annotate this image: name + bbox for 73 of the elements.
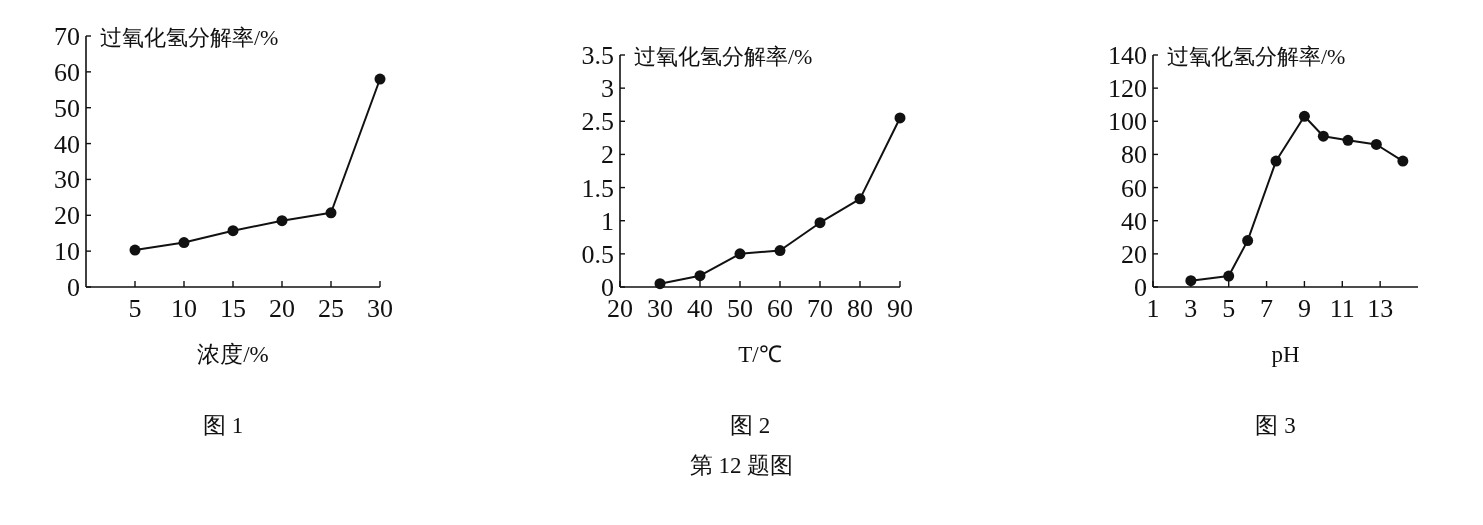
y-tick-label: 140 bbox=[1108, 41, 1147, 70]
point bbox=[129, 244, 141, 256]
point bbox=[374, 73, 386, 85]
y-tick-label: 10 bbox=[54, 237, 80, 267]
point bbox=[774, 245, 786, 257]
y-tick-label: 20 bbox=[54, 201, 80, 231]
point bbox=[325, 207, 337, 219]
point bbox=[654, 278, 666, 290]
y-tick-label: 3 bbox=[601, 74, 614, 104]
y-tick-label: 1 bbox=[601, 206, 614, 236]
y-tick-label: 0 bbox=[1134, 273, 1147, 302]
x-tick-label: 15 bbox=[220, 294, 246, 323]
point bbox=[814, 217, 826, 229]
x-tick-label: 5 bbox=[1222, 294, 1236, 323]
y-tick-label: 2.5 bbox=[581, 107, 614, 137]
x-tick-label: 11 bbox=[1329, 294, 1355, 323]
y-axis-title: 过氧化氢分解率/% bbox=[100, 25, 279, 50]
point bbox=[1370, 138, 1382, 150]
x-tick-label: 10 bbox=[171, 294, 197, 323]
y-tick-label: 1.5 bbox=[581, 173, 614, 203]
x-tick-label: 9 bbox=[1297, 294, 1311, 323]
y-axis-title: 过氧化氢分解率/% bbox=[1167, 44, 1346, 69]
x-tick-label: 60 bbox=[767, 294, 793, 323]
x-tick-label: 50 bbox=[727, 294, 753, 323]
y-tick-label: 40 bbox=[54, 129, 80, 159]
point bbox=[1223, 270, 1235, 282]
y-tick-label: 60 bbox=[1121, 173, 1147, 203]
y-tick-label: 2 bbox=[601, 140, 614, 170]
x-tick-label: 80 bbox=[847, 294, 873, 323]
y-tick-label: 20 bbox=[1121, 239, 1147, 269]
point bbox=[894, 112, 906, 124]
text: 第 12 题图 bbox=[689, 453, 794, 478]
y-tick-label: 50 bbox=[54, 93, 80, 123]
x-axis-title: T/℃ bbox=[738, 342, 782, 367]
x-tick-label: 3 bbox=[1184, 294, 1198, 323]
x-tick-label: 13 bbox=[1367, 294, 1394, 323]
point bbox=[734, 248, 746, 260]
y-tick-label: 100 bbox=[1108, 107, 1147, 137]
x-axis-title: 浓度/% bbox=[197, 342, 269, 367]
x-tick-label: 30 bbox=[367, 294, 393, 323]
x-tick-label: 70 bbox=[807, 294, 833, 323]
y-tick-label: 0 bbox=[67, 273, 80, 302]
point bbox=[1242, 235, 1254, 247]
y-axis-title: 过氧化氢分解率/% bbox=[634, 44, 813, 69]
x-tick-label: 5 bbox=[128, 294, 142, 323]
point bbox=[1342, 134, 1354, 146]
x-tick-label: 20 bbox=[269, 294, 295, 323]
x-tick-label: 25 bbox=[318, 294, 344, 323]
point bbox=[178, 237, 190, 249]
y-tick-label: 3.5 bbox=[581, 41, 614, 70]
y-tick-label: 120 bbox=[1108, 74, 1147, 104]
y-tick-label: 70 bbox=[54, 22, 80, 51]
x-tick-label: 7 bbox=[1260, 294, 1274, 323]
x-tick-label: 40 bbox=[687, 294, 713, 323]
point bbox=[1317, 130, 1329, 142]
point bbox=[694, 270, 706, 282]
y-tick-label: 30 bbox=[54, 165, 80, 195]
x-tick-label: 90 bbox=[887, 294, 913, 323]
point bbox=[1298, 110, 1310, 122]
y-tick-label: 60 bbox=[54, 57, 80, 87]
y-tick-label: 40 bbox=[1121, 206, 1147, 236]
point bbox=[227, 225, 239, 237]
x-tick-label: 30 bbox=[647, 294, 673, 323]
x-axis-title: pH bbox=[1271, 342, 1300, 367]
point bbox=[276, 215, 288, 227]
caption: 图 1 bbox=[202, 413, 244, 438]
caption: 图 3 bbox=[1255, 413, 1296, 438]
point bbox=[854, 193, 866, 205]
caption: 图 2 bbox=[729, 413, 771, 438]
point bbox=[1270, 155, 1282, 167]
y-tick-label: 80 bbox=[1121, 140, 1147, 170]
point bbox=[1397, 155, 1409, 167]
y-tick-label: 0.5 bbox=[581, 239, 614, 269]
